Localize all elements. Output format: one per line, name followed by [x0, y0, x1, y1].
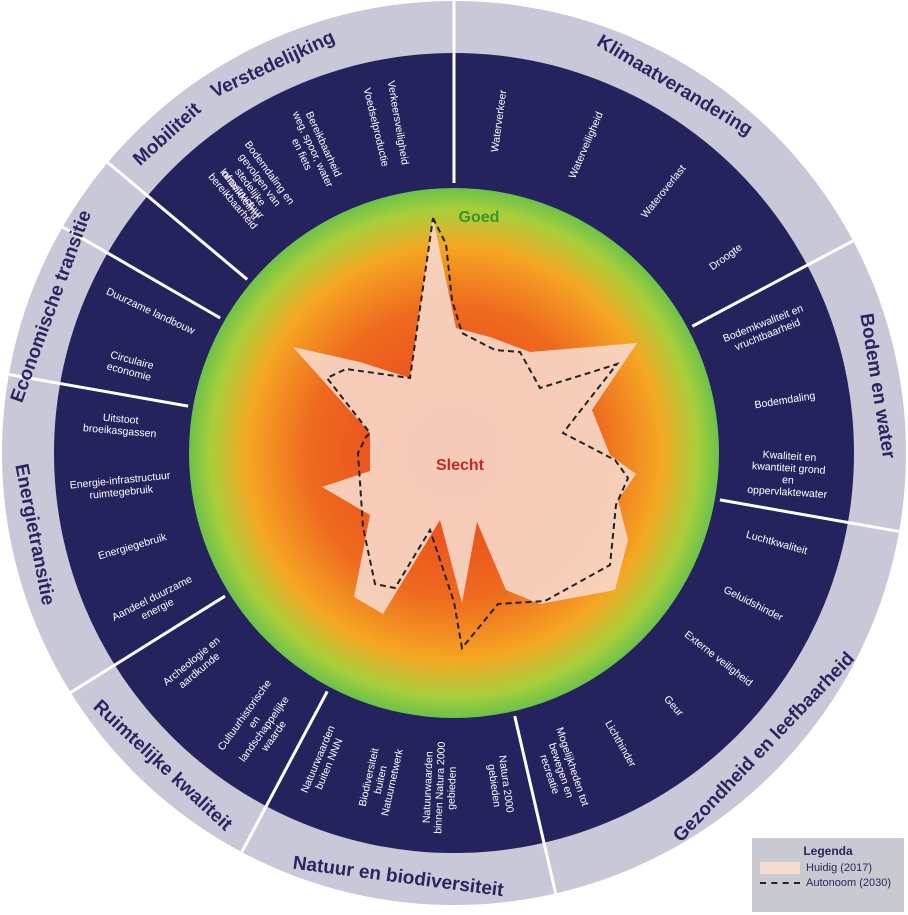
current-swatch [760, 862, 800, 874]
indicator-label: Kwaliteit enkwantiteit grondenoppervlakt… [747, 448, 830, 501]
legend: Legenda Huidig (2017) Autonoom (2030) [752, 838, 904, 912]
autonomous-swatch [760, 882, 800, 884]
theme-divider [61, 225, 221, 320]
theme-divider [719, 498, 900, 533]
legend-current: Huidig (2017) [760, 862, 896, 874]
current-state-polygon [293, 218, 637, 614]
theme-divider [106, 161, 249, 281]
indicator-label: Natuurwaardenbinnen Natura 2000gebieden [420, 741, 460, 835]
legend-autonomous-label: Autonoom (2030) [806, 877, 891, 889]
theme-divider [240, 690, 329, 853]
indicator-label: Natura 2000gebieden [484, 755, 516, 816]
bad-label: Slecht [436, 457, 485, 474]
good-label: Goed [459, 209, 500, 226]
theme-dividers [8, 1, 900, 894]
legend-current-label: Huidig (2017) [806, 862, 873, 874]
theme-divider [513, 715, 558, 894]
legend-autonomous: Autonoom (2030) [760, 877, 896, 889]
legend-title: Legenda [803, 844, 853, 858]
theme-divider [691, 239, 854, 328]
autonomous-2030-line [325, 217, 630, 651]
theme-divider [69, 594, 226, 694]
theme-divider [8, 373, 189, 408]
